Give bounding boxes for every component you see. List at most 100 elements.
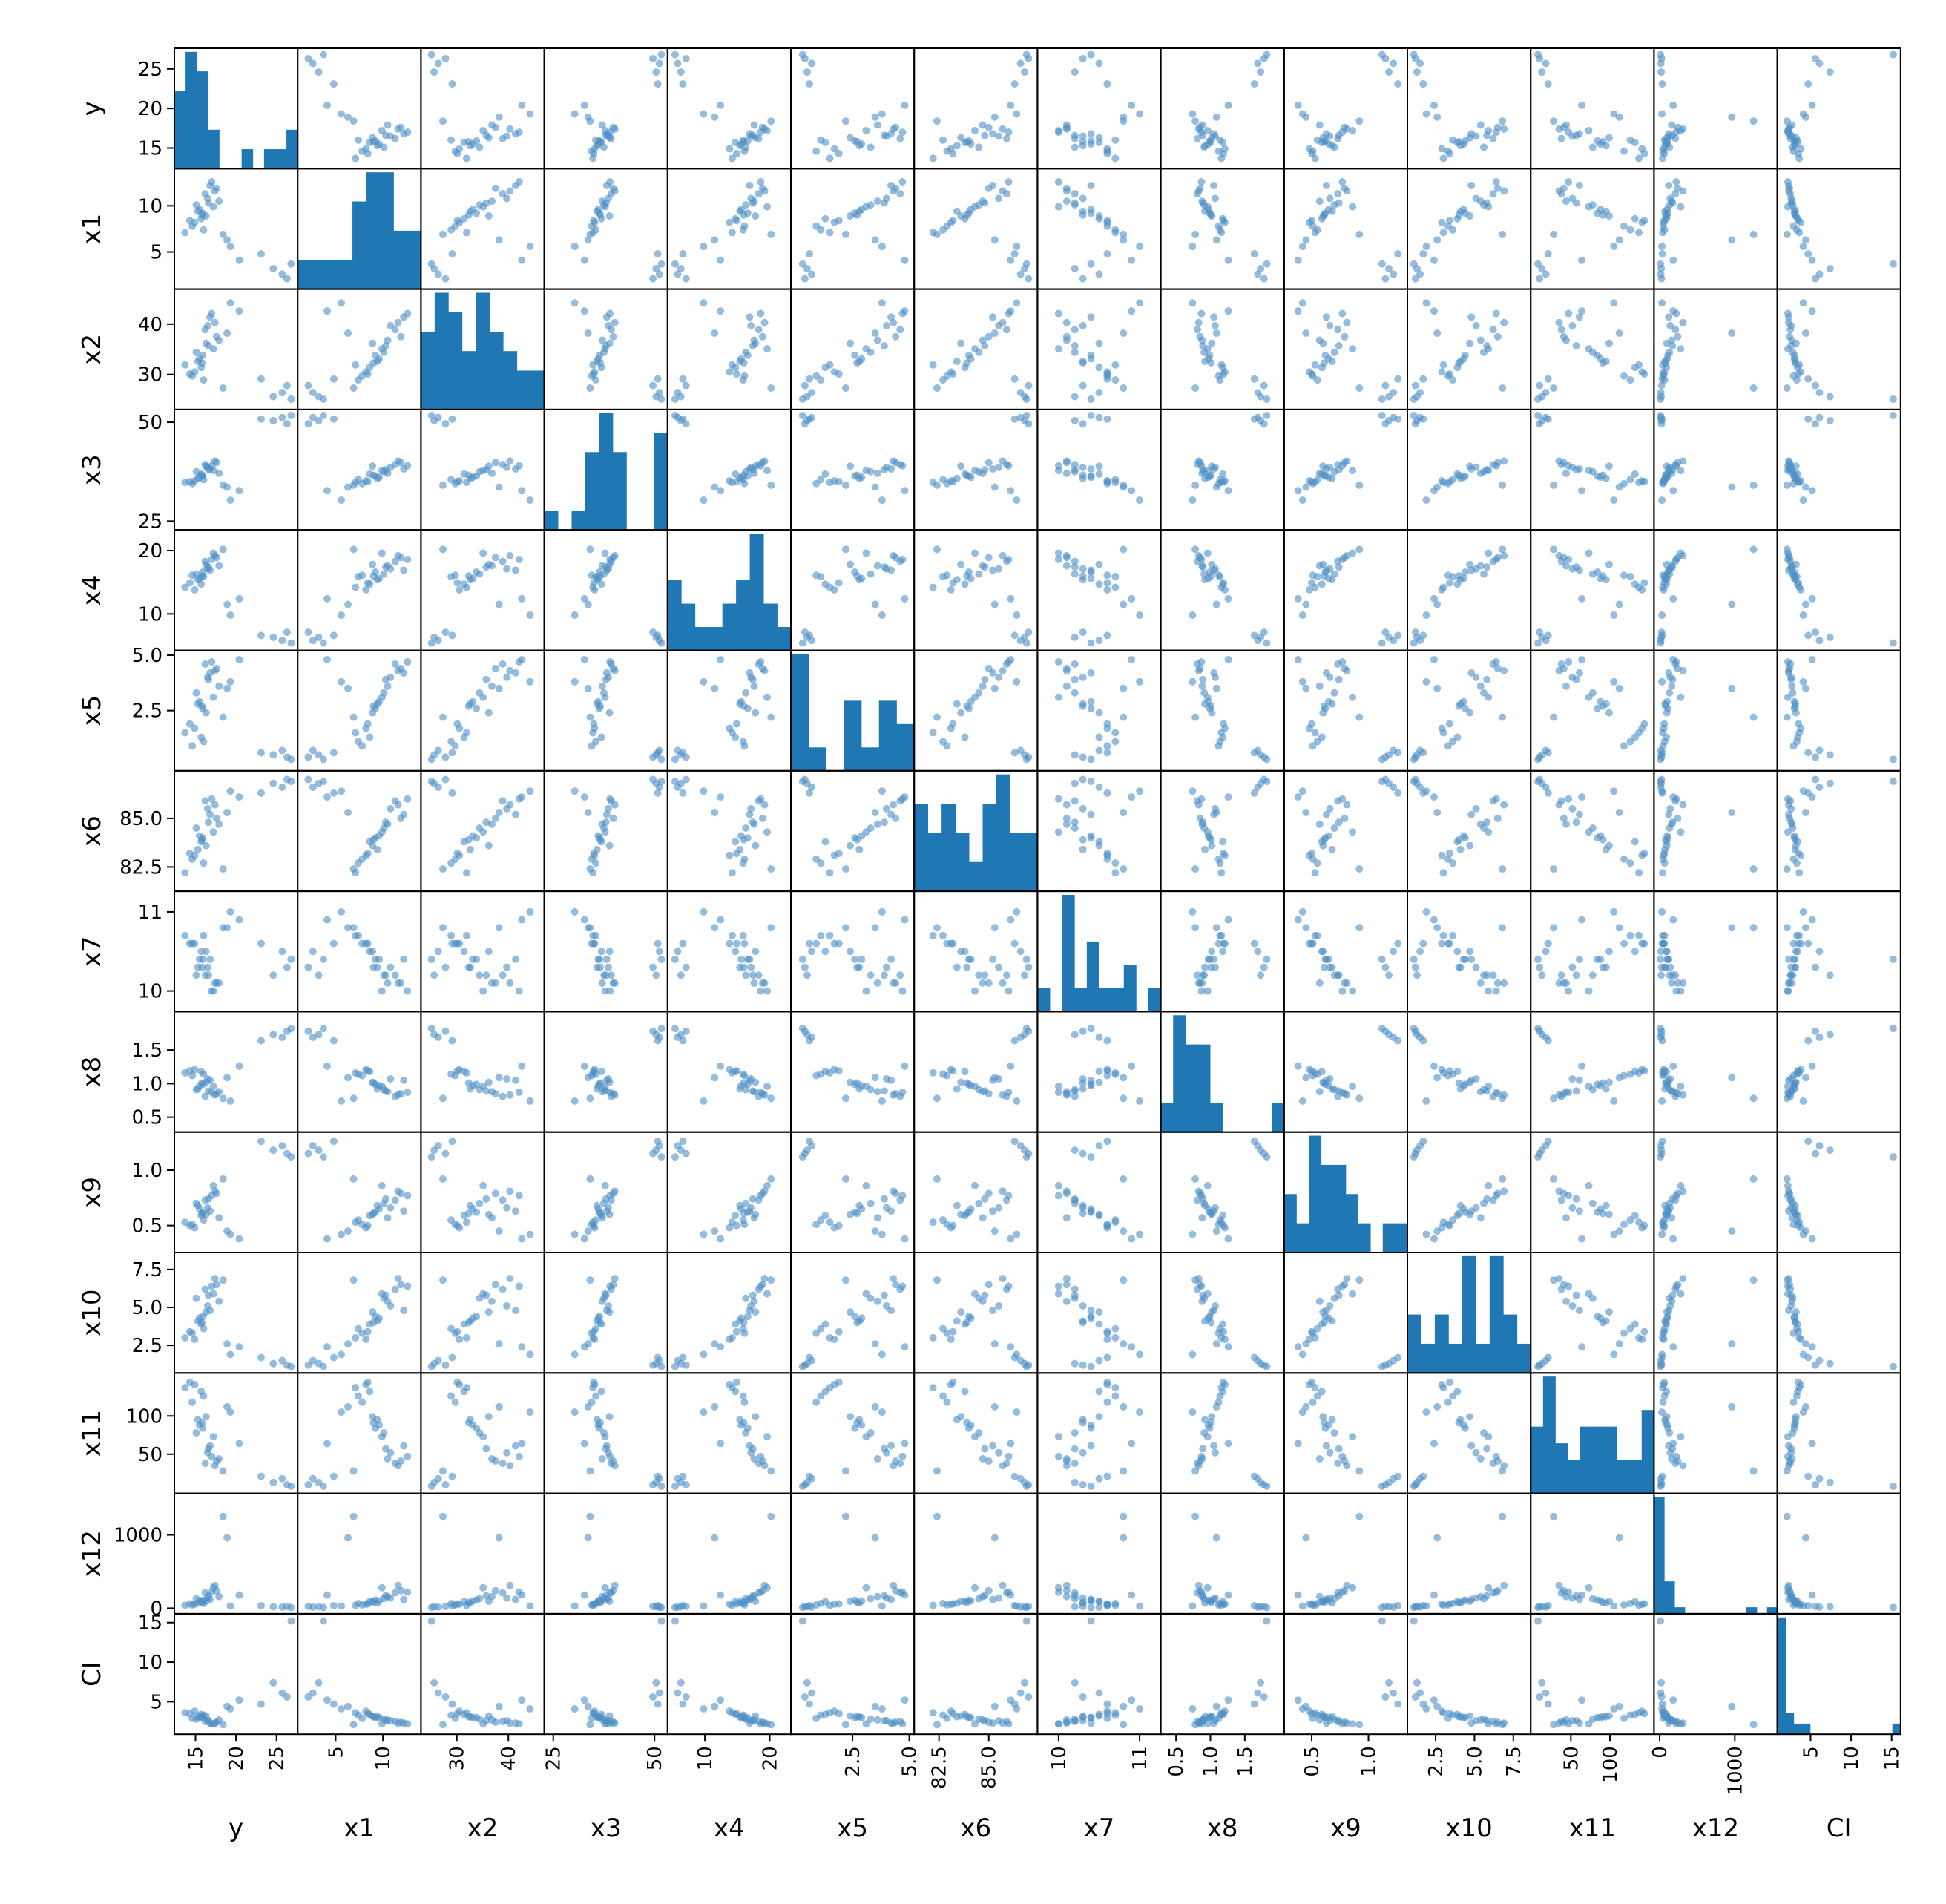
point-x10-x6-29 — [1005, 1282, 1013, 1290]
point-x6-x8-18 — [1250, 789, 1258, 797]
point-x10-x1-9 — [362, 1335, 370, 1343]
cell-x11-vs-x3 — [571, 1378, 665, 1491]
point-x7-y-21 — [202, 948, 210, 956]
point-x9-x11-28 — [1599, 1209, 1607, 1218]
cell-x10-vs-x7 — [1054, 1275, 1144, 1370]
point-x2-x11-16 — [1542, 389, 1550, 397]
point-x10-x5-23 — [890, 1275, 898, 1283]
point-x7-x9-11 — [1298, 907, 1306, 916]
point-y-x2-11 — [526, 110, 534, 118]
hist-bar-x10-4 — [1462, 1255, 1476, 1373]
point-x9-x6-13 — [939, 1216, 947, 1224]
point-x1-x10-0 — [1467, 181, 1476, 189]
point-x2-x3-11 — [571, 299, 579, 307]
cell-x6-vs-x4 — [671, 775, 775, 877]
point-x9-x7-8 — [1079, 1204, 1087, 1212]
point-x1-x4-28 — [740, 211, 748, 219]
point-x9-CI-7 — [1783, 1175, 1791, 1183]
point-x5-x4-1 — [750, 682, 758, 690]
point-x9-x6-1 — [979, 1214, 987, 1222]
point-x11-x4-7 — [767, 1467, 775, 1475]
point-x4-x6-20 — [975, 570, 983, 578]
point-x8-x5-13 — [817, 1070, 825, 1078]
point-x4-x3-19 — [657, 639, 665, 647]
point-x11-x2-25 — [495, 1402, 503, 1411]
point-x10-x3-27 — [590, 1327, 598, 1336]
point-x12-y-7 — [219, 1512, 227, 1520]
point-x3-x2-17 — [441, 420, 450, 428]
cell-y-vs-y — [174, 51, 298, 169]
cell-x3-vs-x4 — [671, 411, 775, 505]
point-x8-y-14 — [235, 1062, 243, 1070]
point-x5-x1-27 — [364, 720, 372, 728]
point-x5-x7-7 — [1120, 713, 1128, 721]
point-x1-x5-14 — [901, 256, 909, 264]
point-x7-x1-27 — [364, 939, 372, 948]
point-x2-x6-22 — [929, 361, 937, 369]
point-x6-x3-27 — [590, 850, 598, 858]
hist-bar-x8-4 — [1210, 1103, 1223, 1132]
point-x7-x2-8 — [503, 963, 511, 971]
point-x5-x10-0 — [1467, 669, 1476, 677]
point-x10-x8-29 — [1197, 1282, 1206, 1290]
point-x6-x3-29 — [606, 795, 614, 803]
point-x4-x2-9 — [456, 585, 464, 594]
point-x8-x5-1 — [873, 1088, 881, 1096]
point-x3-y-18 — [257, 415, 265, 423]
cell-y-vs-x12 — [1657, 50, 1758, 163]
point-x7-CI-16 — [1815, 948, 1824, 956]
point-x3-CI-11 — [1799, 496, 1807, 505]
point-x11-x7-5 — [1095, 1388, 1103, 1396]
point-x5-x9-19 — [1378, 755, 1386, 764]
point-x6-x9-20 — [1330, 824, 1338, 833]
point-x11-x3-11 — [571, 1408, 579, 1416]
point-x1-x9-11 — [1298, 243, 1306, 251]
point-x8-x7-19 — [1087, 1025, 1095, 1033]
point-x3-x6-14 — [1007, 487, 1015, 495]
point-x8-x6-28 — [963, 1079, 971, 1087]
point-x6-x10-23 — [1500, 801, 1508, 809]
point-x6-x3-23 — [611, 801, 619, 809]
point-x6-y-0 — [206, 810, 214, 818]
point-x6-y-14 — [235, 793, 243, 801]
point-x8-x5-7 — [841, 1094, 849, 1103]
point-y-x9-13 — [1313, 136, 1321, 144]
point-x5-CI-13 — [1792, 738, 1801, 746]
point-x6-x1-8 — [387, 804, 395, 813]
point-x3-x11-7 — [1550, 481, 1558, 489]
point-x9-x10-26 — [1483, 1195, 1491, 1203]
point-x7-x5-25 — [871, 924, 879, 932]
point-x4-x9-5 — [1318, 580, 1326, 588]
point-x6-x2-12 — [491, 814, 499, 822]
point-x7-x2-14 — [518, 916, 526, 924]
point-x2-x4-14 — [717, 307, 725, 315]
point-x9-x10-6 — [1485, 1181, 1493, 1189]
point-x10-x4-18 — [679, 1353, 687, 1362]
point-x10-x2-25 — [495, 1340, 503, 1348]
point-x10-x4-11 — [700, 1350, 708, 1359]
point-x5-x3-28 — [596, 702, 605, 710]
point-x6-x3-21 — [605, 841, 614, 850]
point-x1-x11-25 — [1615, 236, 1623, 244]
point-y-x5-6 — [862, 127, 870, 135]
point-x4-x6-28 — [963, 572, 971, 580]
point-x11-x2-20 — [476, 1428, 484, 1437]
point-x6-x11-3 — [1620, 855, 1628, 863]
point-x10-CI-22 — [1795, 1333, 1804, 1342]
point-x11-x6-14 — [1007, 1440, 1015, 1448]
point-x7-x11-26 — [1572, 971, 1580, 979]
hist-bar-x4-2 — [694, 627, 709, 651]
point-x5-x6-29 — [1005, 657, 1013, 666]
point-x1-x5-23 — [890, 187, 898, 195]
point-x4-x11-6 — [1585, 549, 1593, 557]
point-x5-x6-18 — [1010, 749, 1019, 757]
point-x10-x6-13 — [939, 1324, 947, 1333]
cell-x1-vs-x2 — [427, 177, 534, 283]
point-x5-x7-26 — [1071, 675, 1079, 683]
point-x10-x11-3 — [1620, 1329, 1628, 1337]
hist-bar-x9-0 — [1283, 1194, 1297, 1253]
point-x1-x6-13 — [939, 226, 947, 234]
point-x4-x9-21 — [1319, 560, 1327, 568]
point-x5-x4-13 — [739, 738, 747, 746]
point-x10-x6-9 — [947, 1335, 955, 1343]
